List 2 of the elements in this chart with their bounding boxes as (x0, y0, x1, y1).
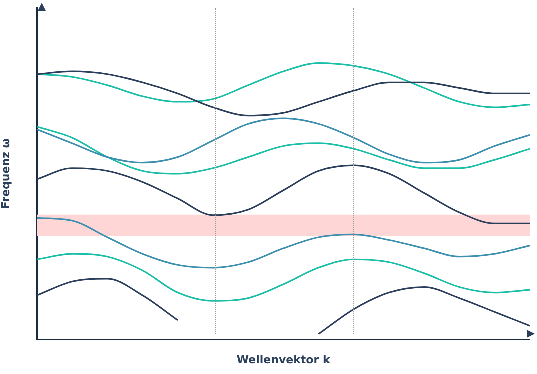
y-axis-title: Frequenz ω (0, 138, 12, 210)
x-axis-title: Wellenvektor k (236, 353, 331, 366)
